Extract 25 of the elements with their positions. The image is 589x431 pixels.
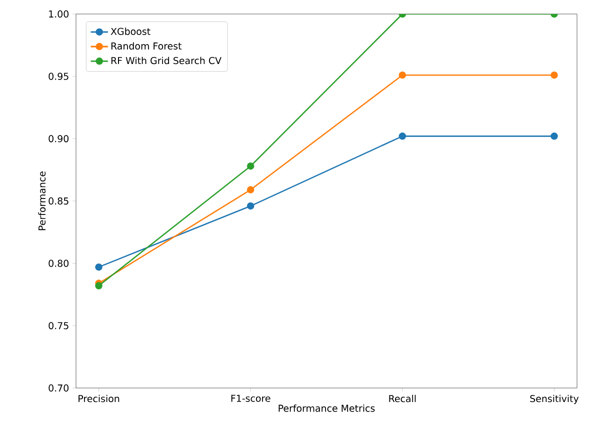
point	[246, 186, 254, 194]
x-axis-title: Performance Metrics	[278, 404, 375, 412]
x-tick-label: Precision	[78, 394, 120, 402]
point	[246, 162, 254, 170]
legend-label: XGboost	[110, 28, 150, 35]
y-tick-label: 0.70	[48, 384, 69, 392]
y-tick-label: 0.95	[48, 72, 68, 80]
y-tick-label: 0.75	[48, 322, 68, 330]
x-tick-label: F1-score	[231, 394, 270, 402]
y-axis-title: Performance	[38, 172, 46, 230]
y-tick-label: 0.80	[48, 260, 69, 267]
point	[398, 71, 406, 79]
y-tick-label: 0.85	[48, 197, 68, 205]
legend-label: Random Forest	[111, 42, 182, 50]
y-tick-label: 0.90	[48, 135, 69, 142]
x-tick-label: Sensitivity	[530, 394, 579, 404]
point	[398, 132, 406, 140]
legend-label: RF With Grid Search CV	[111, 56, 222, 64]
x-tick-label: Recall	[389, 394, 416, 402]
point	[550, 71, 558, 79]
y-tick-label: 1.00	[49, 10, 69, 18]
point	[95, 282, 102, 290]
point	[550, 132, 558, 140]
point	[95, 263, 102, 271]
point	[246, 202, 254, 210]
